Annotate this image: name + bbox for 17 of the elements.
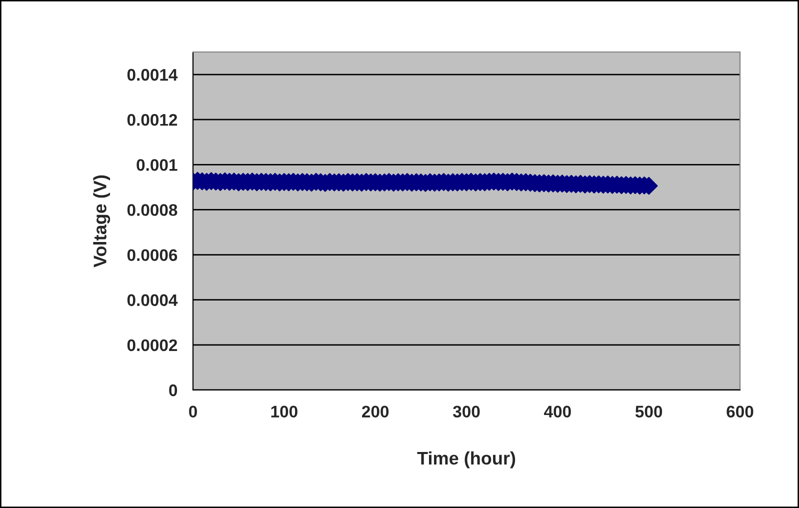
y-tick-label: 0 (169, 384, 178, 396)
y-tick-label: 0.0014 (127, 68, 178, 81)
x-tick-label: 300 (452, 406, 480, 418)
x-tick-label: 100 (271, 406, 298, 418)
x-tick-label: 500 (635, 406, 662, 418)
y-tick-label: 0.0008 (127, 204, 178, 216)
y-axis-title: Voltage (V) (93, 175, 110, 268)
y-tick-label: 0.001 (136, 159, 178, 171)
y-tick-label: 0.0002 (127, 339, 178, 352)
x-tick-label: 200 (362, 406, 389, 418)
x-tick-label: 400 (544, 406, 571, 418)
y-tick-label: 0.0012 (127, 114, 178, 126)
x-axis-title: Time (hour) (417, 451, 516, 468)
y-tick-label: 0.0004 (127, 294, 178, 306)
y-tick-label: 0.0006 (127, 249, 178, 262)
x-tick-label: 600 (726, 406, 754, 418)
x-tick-label: 0 (189, 406, 197, 418)
